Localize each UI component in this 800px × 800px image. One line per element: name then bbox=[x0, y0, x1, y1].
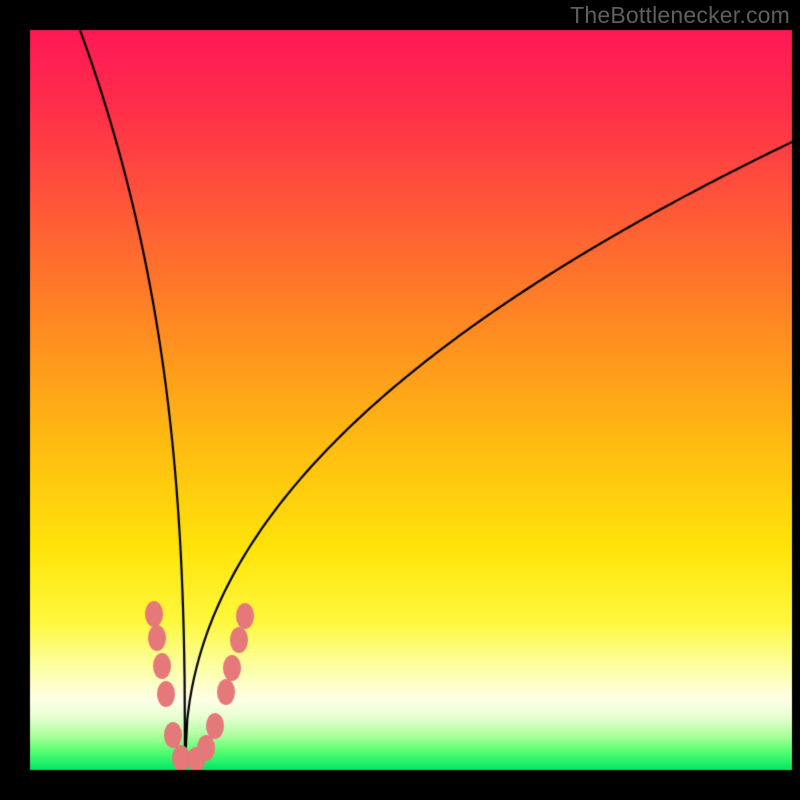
chart-canvas bbox=[0, 0, 800, 800]
chart-stage: TheBottlenecker.com bbox=[0, 0, 800, 800]
